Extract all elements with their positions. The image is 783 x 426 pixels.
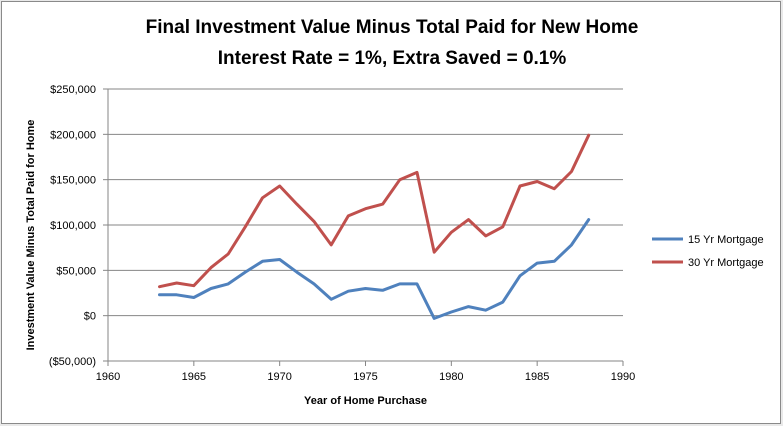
x-tick-label: 1990	[611, 371, 635, 383]
y-tick-label: $100,000	[50, 220, 96, 232]
y-tick-label: $50,000	[56, 265, 96, 277]
chart-title-line: Final Investment Value Minus Total Paid …	[146, 17, 639, 38]
series-lines	[158, 133, 591, 320]
series-line-15yr	[158, 218, 591, 320]
y-tick-label: $250,000	[50, 84, 96, 96]
x-tick-label: 1970	[267, 371, 291, 383]
gridlines	[108, 88, 623, 317]
x-tick-label: 1980	[439, 371, 463, 383]
y-tick-label: $150,000	[50, 175, 96, 187]
chart-title-line: Interest Rate = 1%, Extra Saved = 0.1%	[218, 48, 567, 69]
y-tick-label: $0	[84, 311, 96, 323]
chart-title: Final Investment Value Minus Total Paid …	[146, 17, 639, 69]
series-line-30yr	[158, 133, 591, 289]
y-tick-label: $200,000	[50, 129, 96, 141]
legend: 15 Yr Mortgage 30 Yr Mortgage	[652, 234, 764, 269]
axes: ($50,000) $0 $50,000 $100,000 $150,000 $200,0…	[25, 84, 635, 407]
y-axis-label: Investment Value Minus Total Paid for Ho…	[25, 120, 37, 351]
x-tick-label: 1985	[525, 371, 549, 383]
x-axis-label: Year of Home Purchase	[304, 395, 427, 407]
x-tick-label: 1975	[353, 371, 377, 383]
y-tick-label: ($50,000)	[49, 356, 96, 368]
legend-entry: 15 Yr Mortgage	[688, 234, 764, 246]
legend-entry: 30 Yr Mortgage	[688, 257, 764, 269]
x-tick-label: 1965	[182, 371, 206, 383]
x-tick-label: 1960	[96, 371, 120, 383]
